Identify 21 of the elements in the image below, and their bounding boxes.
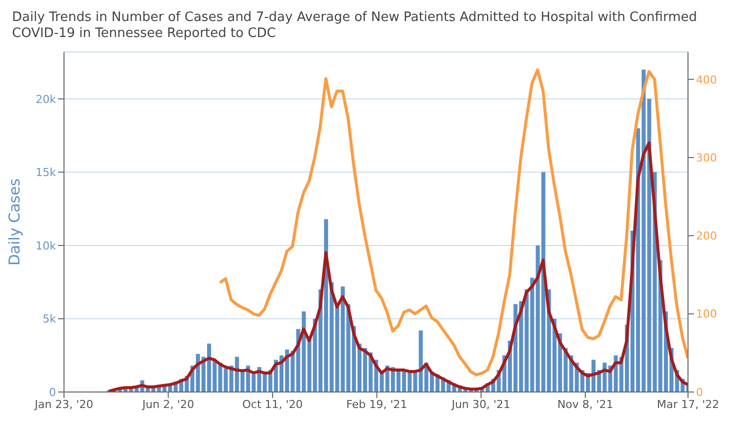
line-series: [218, 68, 688, 376]
x-tick-label: Mar 17, '22: [656, 398, 720, 411]
line-series: [107, 141, 688, 392]
y2-tick-label: 0: [696, 386, 703, 399]
y-tick-label: 20k: [36, 92, 57, 106]
x-tick-label: Jun 2, '20: [141, 398, 194, 411]
x-tick-label: Feb 19, '21: [346, 398, 408, 411]
y-axis-title: Daily Cases: [5, 178, 24, 266]
y-tick-label: 10k: [36, 239, 57, 252]
y2-tick-label: 100: [696, 308, 717, 321]
y2-tick-label: 300: [696, 151, 717, 164]
y-tick-label: 15k: [36, 166, 57, 180]
y-tick-label: 5k: [42, 312, 57, 326]
x-tick-label: Jun 30, '21: [450, 398, 510, 411]
chart-title: Daily Trends in Number of Cases and 7-day Average of New Patients Admitted to Hospital with Confirmed COVID-19 in Tennessee Reported to CDC: [11, 9, 698, 43]
x-tick-label: Jan 23, '20: [34, 398, 94, 411]
y2-tick-label: 400: [696, 73, 717, 86]
y-tick-label: 0: [49, 386, 56, 399]
x-tick-label: Nov 8, '21: [557, 398, 614, 411]
x-tick-label: Oct 11, '20: [242, 398, 303, 411]
y2-tick-label: 200: [696, 230, 717, 243]
